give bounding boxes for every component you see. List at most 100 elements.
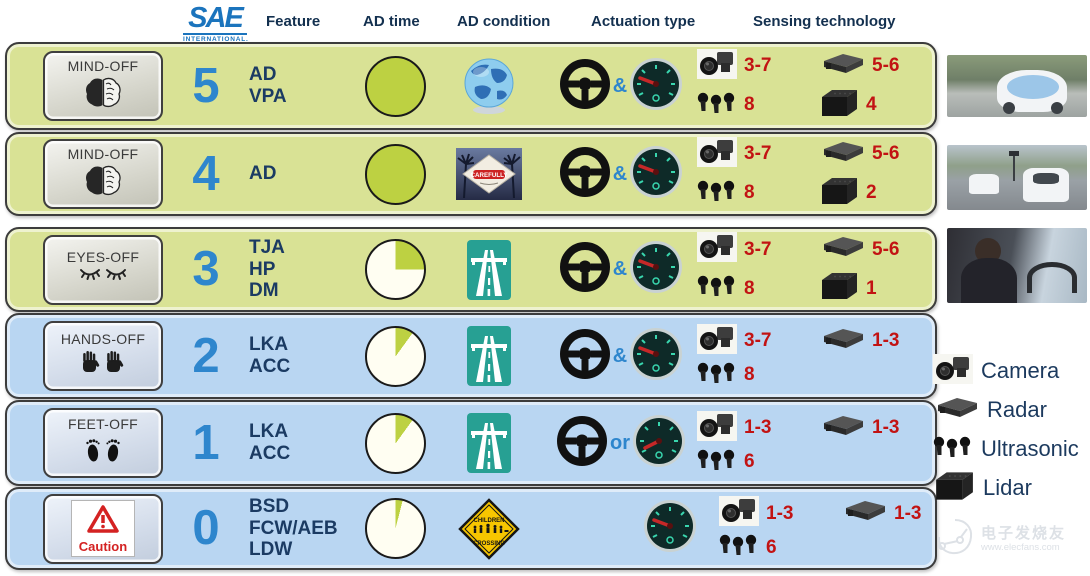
- sae-logo-subtitle: INTERNATIONAL.: [183, 33, 248, 43]
- lidar-count: 4: [866, 94, 877, 115]
- ad-time-pie: [364, 239, 426, 300]
- radar-count: 1-3: [872, 417, 900, 438]
- legend-item-radar: Radar: [933, 393, 1090, 427]
- badge-label: HANDS-OFF: [60, 331, 146, 348]
- legend-label: Ultrasonic: [981, 436, 1079, 461]
- caution-sign: Caution: [71, 500, 135, 557]
- steering-wheel-icon: [556, 415, 608, 472]
- level-number: 3: [192, 242, 220, 296]
- radar-icon: [819, 140, 865, 169]
- ultrasonic-icon: [697, 275, 737, 302]
- hands-icon: [80, 349, 126, 380]
- radar-icon: [819, 52, 865, 81]
- level-4-row: MIND-OFF 4 AD CAREFULLY & 3-7 5-6 8 2: [5, 132, 937, 216]
- ultrasonic-icon: [933, 436, 973, 463]
- ultrasonic-count: 8: [744, 94, 755, 115]
- ad-time-pie: [364, 143, 426, 205]
- motorway-sign-icon: [433, 413, 545, 473]
- drive-carefully-sign-icon: CAREFULLY: [433, 148, 545, 200]
- closed-eyes-icon: [79, 266, 127, 289]
- badge-label: FEET-OFF: [67, 416, 139, 433]
- camera-count: 1-3: [744, 417, 772, 438]
- level-0-row: Caution 0 BSD FCW/AEB LDW CHILDREN CROSSING…: [5, 487, 937, 570]
- photo-level-4-street-scene: [947, 145, 1087, 210]
- feature-list: BSD FCW/AEB LDW: [249, 495, 338, 561]
- camera-count: 3-7: [744, 330, 772, 351]
- feet-icon: [82, 434, 124, 469]
- ultrasonic-count: 8: [744, 182, 755, 203]
- actuation-connector: &: [612, 74, 628, 97]
- level-number: 2: [192, 328, 220, 383]
- level-1-row: FEET-OFF 1 LKA ACC or 1-3 1-3 6: [5, 400, 937, 486]
- mind-off-badge: MIND-OFF: [43, 51, 163, 121]
- camera-icon: [697, 136, 737, 172]
- lidar-icon: [819, 270, 859, 307]
- camera-count: 3-7: [744, 55, 772, 76]
- feature-list: LKA ACC: [249, 421, 291, 464]
- camera-icon: [697, 410, 737, 446]
- watermark-brand: 电子发烧友: [981, 525, 1067, 543]
- level-3-row: EYES-OFF 3 TJA HP DM & 3-7 5-6 8 1: [5, 227, 937, 312]
- camera-icon: [697, 48, 737, 84]
- camera-icon: [719, 496, 759, 531]
- actuation-connector: &: [612, 344, 628, 367]
- ad-time-pie: [364, 325, 426, 387]
- feature-list: AD VPA: [249, 64, 287, 107]
- steering-wheel-icon: [559, 241, 611, 298]
- radar-count: 1-3: [872, 330, 900, 351]
- watermark-url: www.elecfans.com: [981, 541, 1060, 553]
- camera-count: 1-3: [766, 502, 794, 524]
- svg-text:CHILDREN: CHILDREN: [474, 518, 505, 524]
- level-number: 1: [192, 415, 220, 470]
- sensor-legend: Camera Radar Ultrasonic Lidar: [933, 353, 1090, 505]
- radar-count: 1-3: [894, 502, 922, 524]
- radar-icon: [841, 499, 887, 528]
- column-header-sensing-technology: Sensing technology: [753, 13, 896, 30]
- mind-off-badge: MIND-OFF: [43, 139, 163, 209]
- photo-level-5-concept-car: [947, 55, 1087, 117]
- level-2-row: HANDS-OFF 2 LKA ACC & 3-7 1-3 8: [5, 313, 937, 399]
- column-header-ad-condition: AD condition: [457, 13, 551, 30]
- camera-count: 3-7: [744, 238, 772, 260]
- speedometer-icon: [629, 327, 683, 386]
- badge-label: MIND-OFF: [67, 146, 139, 163]
- legend-label: Camera: [981, 358, 1060, 383]
- speedometer-icon: [629, 145, 683, 204]
- ad-time-pie: [364, 412, 426, 474]
- actuation-connector: or: [610, 431, 630, 454]
- column-header-ad-time: AD time: [363, 13, 420, 30]
- eyes-off-badge: EYES-OFF: [43, 234, 163, 305]
- legend-item-lidar: Lidar: [933, 471, 1090, 505]
- level-number: 5: [192, 58, 220, 113]
- svg-text:CAREFULLY: CAREFULLY: [471, 172, 509, 179]
- ad-time-pie: [364, 498, 426, 559]
- legend-item-ultrasonic: Ultrasonic: [933, 432, 1090, 466]
- speedometer-icon: [629, 240, 683, 299]
- legend-label: Lidar: [983, 475, 1032, 500]
- badge-label: MIND-OFF: [67, 58, 139, 75]
- radar-count: 5-6: [872, 143, 900, 164]
- caution-badge: Caution: [43, 493, 163, 564]
- speedometer-icon: [629, 57, 683, 116]
- ultrasonic-count: 8: [744, 277, 755, 299]
- ultrasonic-icon: [719, 534, 759, 561]
- feet-off-badge: FEET-OFF: [43, 408, 163, 478]
- hands-off-badge: HANDS-OFF: [43, 321, 163, 391]
- motorway-sign-icon: [433, 239, 545, 300]
- lidar-icon: [933, 469, 975, 508]
- ultrasonic-count: 6: [744, 451, 755, 472]
- column-header-feature: Feature: [266, 13, 321, 30]
- radar-count: 5-6: [872, 55, 900, 76]
- ultrasonic-icon: [697, 180, 737, 207]
- elecfans-logo-icon: [934, 516, 976, 563]
- caution-label: Caution: [78, 539, 128, 555]
- svg-text:CROSSING: CROSSING: [473, 541, 505, 547]
- globe-icon: [433, 57, 545, 115]
- lidar-count: 2: [866, 182, 877, 203]
- actuation-connector: &: [612, 162, 628, 185]
- radar-icon: [819, 235, 865, 264]
- children-crossing-sign-icon: CHILDREN CROSSING: [433, 497, 545, 560]
- ultrasonic-count: 6: [766, 536, 777, 558]
- radar-count: 5-6: [872, 238, 900, 260]
